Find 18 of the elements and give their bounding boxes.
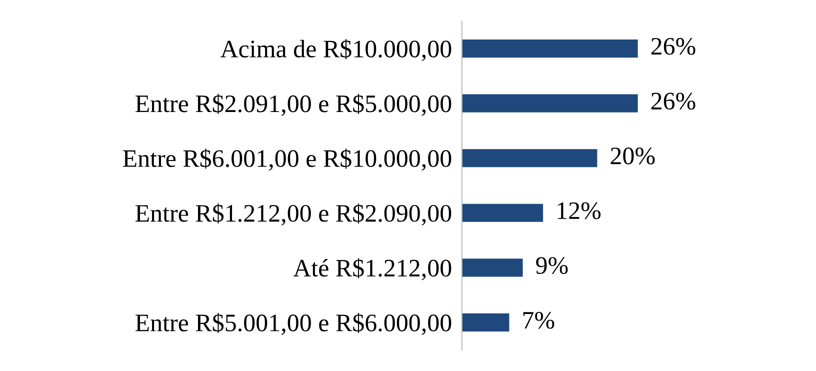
data-label: 9% [536, 257, 568, 274]
y-tick-label: Até R$1.212,00 [293, 258, 452, 280]
data-label: 26% [651, 92, 696, 110]
bar [462, 258, 523, 277]
bar [462, 94, 638, 112]
y-tick-label: Entre R$5.001,00 e R$6.000,00 [136, 313, 452, 335]
data-label: 20% [610, 147, 655, 164]
bar [462, 149, 598, 168]
y-tick-label: Entre R$6.001,00 e R$10.000,00 [123, 148, 452, 171]
y-tick-label: Entre R$1.212,00 e R$2.090,00 [136, 203, 452, 226]
bar [462, 313, 510, 332]
data-label: 12% [558, 202, 601, 220]
y-tick-label: Entre R$2.091,00 e R$5.000,00 [136, 94, 452, 116]
y-tick-label: Acima de R$10.000,00 [220, 39, 452, 62]
data-label: 7% [523, 312, 554, 329]
bar [462, 40, 638, 58]
data-label: 26% [651, 38, 696, 55]
bar [462, 204, 544, 222]
